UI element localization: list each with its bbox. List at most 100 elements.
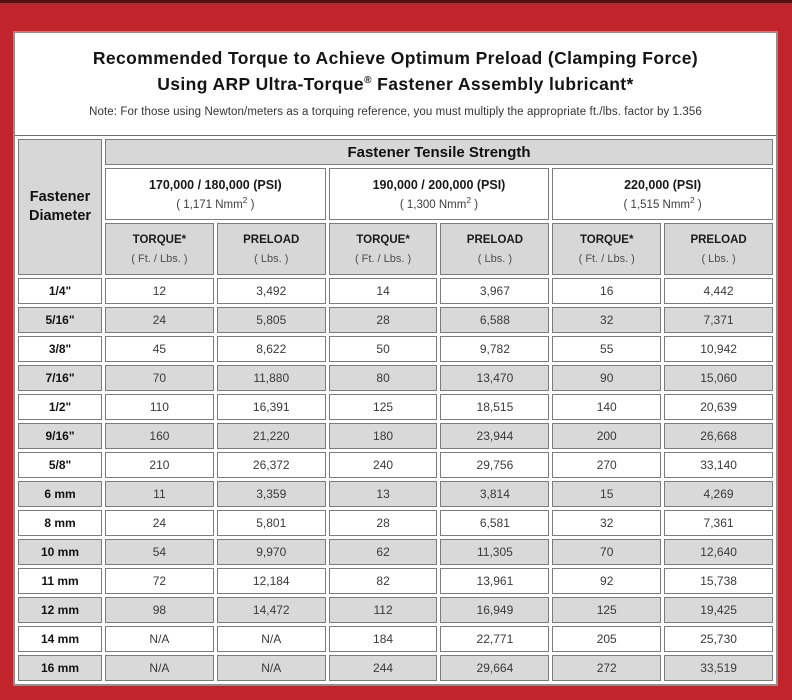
value-cell: 13,961 — [440, 568, 550, 594]
value-cell: 25,730 — [664, 626, 773, 652]
preload-column-header: PRELOAD ( Lbs. ) — [440, 223, 550, 275]
value-cell: 6,581 — [440, 510, 550, 536]
value-cell: 22,771 — [440, 626, 550, 652]
value-cell: 62 — [328, 539, 438, 565]
diameter-cell: 1/4" — [18, 278, 102, 304]
value-cell: N/A — [105, 655, 214, 681]
torque-column-header: TORQUE* ( Ft. / Lbs. ) — [105, 223, 214, 275]
value-cell: 272 — [552, 655, 662, 681]
table-row: 6 mm 11 3,359 13 3,814 15 4,269 — [18, 481, 773, 507]
value-cell: 12,640 — [664, 539, 773, 565]
value-cell: 270 — [552, 452, 662, 478]
nmm-post: ) — [471, 198, 479, 211]
psi-label: 220,000 (PSI) — [624, 177, 702, 192]
value-cell: N/A — [105, 626, 214, 652]
value-cell: 8,622 — [216, 336, 326, 362]
registered-trademark-mark: ® — [364, 75, 372, 87]
value-cell: 244 — [328, 655, 438, 681]
torque-column-header: TORQUE* ( Ft. / Lbs. ) — [552, 223, 662, 275]
value-cell: 15 — [552, 481, 662, 507]
diameter-cell: 12 mm — [18, 597, 102, 623]
value-cell: 210 — [105, 452, 214, 478]
value-cell: 140 — [552, 394, 662, 420]
column-title: TORQUE* — [132, 233, 187, 246]
frame-top-dark-strip — [0, 0, 792, 3]
diameter-cell: 10 mm — [18, 539, 102, 565]
value-cell: 26,372 — [216, 452, 326, 478]
table-row: 8 mm 24 5,801 28 6,581 32 7,361 — [18, 510, 773, 536]
column-title: PRELOAD — [466, 233, 524, 246]
value-cell: 14,472 — [216, 597, 326, 623]
table-row: 11 mm 72 12,184 82 13,961 92 15,738 — [18, 568, 773, 594]
value-cell: 33,519 — [664, 655, 773, 681]
nmm-post: ) — [694, 198, 702, 211]
value-cell: 5,801 — [216, 510, 326, 536]
diameter-cell: 5/16" — [18, 307, 102, 333]
value-cell: 29,756 — [440, 452, 550, 478]
value-cell: 9,970 — [216, 539, 326, 565]
conversion-note: Note: For those using Newton/meters as a… — [89, 106, 702, 118]
fastener-diameter-header: Fastener Diameter — [18, 139, 102, 275]
value-cell: 98 — [105, 597, 214, 623]
value-cell: N/A — [216, 626, 326, 652]
column-title: PRELOAD — [243, 233, 300, 246]
value-cell: 24 — [105, 510, 214, 536]
value-cell: 11,305 — [440, 539, 550, 565]
column-unit: ( Lbs. ) — [477, 252, 513, 265]
value-cell: 28 — [328, 307, 438, 333]
nmm-label: ( 1,515 Nmm2 ) — [553, 195, 772, 211]
content-box: Recommended Torque to Achieve Optimum Pr… — [13, 31, 778, 686]
nmm-sup: 2 — [242, 194, 248, 205]
table-body: 1/4" 12 3,492 14 3,967 16 4,442 5/16" 24 5,805 28 6… — [18, 278, 773, 681]
table-row: 10 mm 54 9,970 62 11,305 70 12,640 — [18, 539, 773, 565]
value-cell: 9,782 — [440, 336, 550, 362]
psi-label: 170,000 / 180,000 (PSI) — [148, 177, 282, 192]
torque-table: Fastener Diameter Fastener Tensile Stren… — [15, 136, 776, 684]
value-cell: 33,140 — [664, 452, 773, 478]
column-title: TORQUE* — [579, 233, 634, 246]
header-row-tensile: Fastener Diameter Fastener Tensile Stren… — [18, 139, 773, 275]
column-unit: ( Ft. / Lbs. ) — [131, 252, 188, 265]
value-cell: 11 — [105, 481, 214, 507]
diameter-cell: 5/8" — [18, 452, 102, 478]
value-cell: 23,944 — [440, 423, 550, 449]
value-cell: 80 — [328, 365, 438, 391]
value-cell: 16,391 — [216, 394, 326, 420]
torque-table-wrapper: Fastener Diameter Fastener Tensile Stren… — [15, 135, 776, 684]
value-cell: 11,880 — [216, 365, 326, 391]
value-cell: 50 — [328, 336, 438, 362]
value-cell: 15,738 — [664, 568, 773, 594]
value-cell: 240 — [328, 452, 438, 478]
value-cell: 13 — [328, 481, 438, 507]
table-row: 1/2" 110 16,391 125 18,515 140 20,639 — [18, 394, 773, 420]
value-cell: 110 — [105, 394, 214, 420]
table-row: 5/16" 24 5,805 28 6,588 32 7,371 — [18, 307, 773, 333]
column-unit: ( Lbs. ) — [254, 252, 289, 265]
page-title-line2: Using ARP Ultra-Torque® Fastener Assembl… — [15, 71, 776, 97]
value-cell: 4,442 — [664, 278, 773, 304]
value-cell: 125 — [552, 597, 662, 623]
value-cell: 184 — [328, 626, 438, 652]
value-cell: 112 — [328, 597, 438, 623]
value-cell: 3,492 — [216, 278, 326, 304]
value-cell: 10,942 — [664, 336, 773, 362]
value-cell: 5,805 — [216, 307, 326, 333]
value-cell: 19,425 — [664, 597, 773, 623]
value-cell: 14 — [328, 278, 438, 304]
diameter-cell: 8 mm — [18, 510, 102, 536]
value-cell: 70 — [552, 539, 662, 565]
nmm-pre: ( 1,300 Nmm — [399, 198, 467, 211]
column-unit: ( Ft. / Lbs. ) — [578, 252, 635, 265]
value-cell: 125 — [328, 394, 438, 420]
nmm-sup: 2 — [690, 194, 695, 205]
diameter-cell: 14 mm — [18, 626, 102, 652]
column-title: PRELOAD — [690, 233, 747, 246]
value-cell: 3,814 — [440, 481, 550, 507]
psi-label: 190,000 / 200,000 (PSI) — [372, 177, 506, 192]
diameter-cell: 6 mm — [18, 481, 102, 507]
value-cell: 15,060 — [664, 365, 773, 391]
preload-column-header: PRELOAD ( Lbs. ) — [664, 223, 773, 275]
title-block: Recommended Torque to Achieve Optimum Pr… — [15, 33, 776, 118]
column-unit: ( Ft. / Lbs. ) — [354, 252, 412, 265]
table-row: 9/16" 160 21,220 180 23,944 200 26,668 — [18, 423, 773, 449]
